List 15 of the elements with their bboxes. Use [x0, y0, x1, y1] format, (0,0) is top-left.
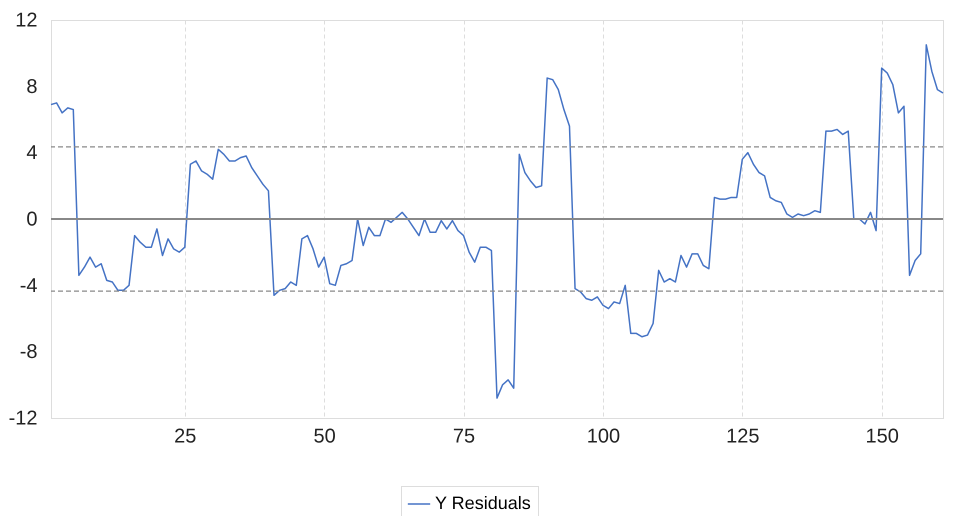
y-tick-label: -12: [8, 408, 38, 430]
y-tick-label: 4: [26, 142, 38, 164]
x-tick-label: 50: [314, 426, 336, 448]
y-tick-label: -4: [20, 274, 38, 297]
y-tick-label: 8: [26, 76, 38, 98]
legend-label: Y Residuals: [435, 493, 531, 513]
y-tick-label: -8: [20, 341, 38, 364]
x-tick-label: 150: [865, 426, 899, 448]
line-series: [50, 44, 944, 399]
x-tick-label: 75: [452, 426, 476, 448]
x-tick-label: 125: [726, 426, 760, 448]
x-tick-label: 100: [586, 426, 620, 448]
y-tick-label: 12: [15, 10, 38, 32]
y-tick-label: 0: [26, 208, 38, 230]
x-tick-label: 25: [174, 426, 196, 448]
